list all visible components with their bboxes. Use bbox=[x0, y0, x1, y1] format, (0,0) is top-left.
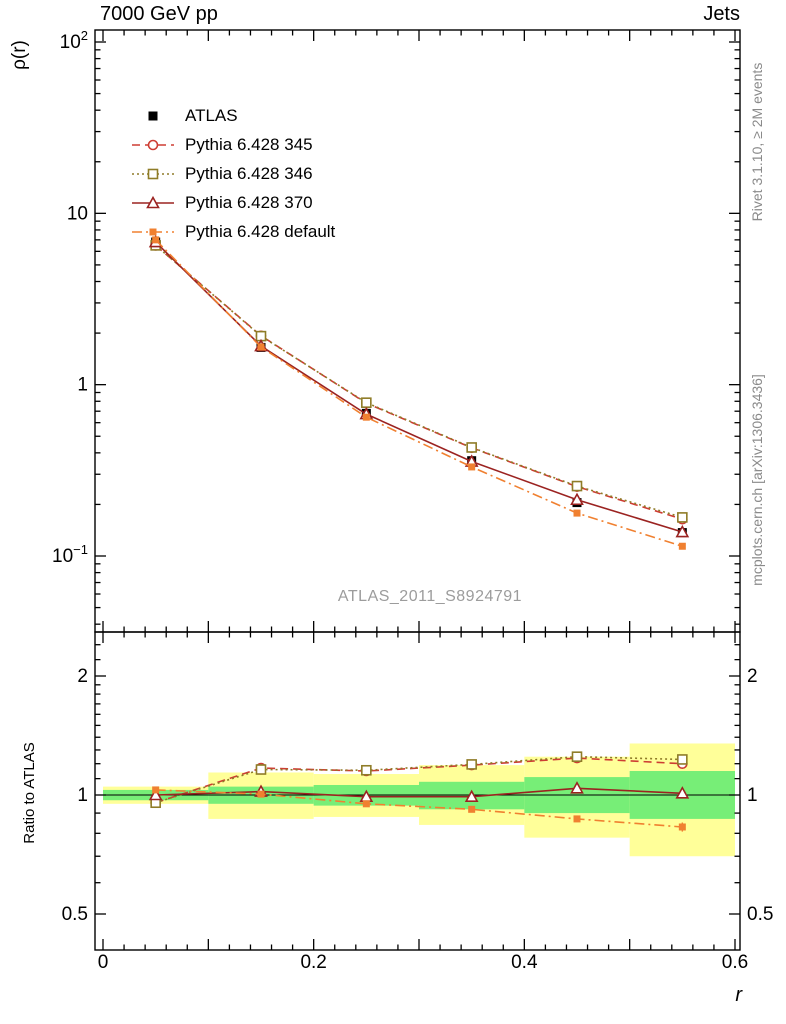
axis-ticks bbox=[95, 30, 740, 950]
svg-text:0.2: 0.2 bbox=[300, 952, 326, 973]
svg-text:0: 0 bbox=[98, 952, 109, 973]
analysis-id-watermark: ATLAS_2011_S8924791 bbox=[337, 588, 523, 605]
legend-item: Pythia 6.428 370 bbox=[130, 188, 335, 217]
legend-item-label: Pythia 6.428 346 bbox=[185, 163, 313, 183]
observable-group-title: Jets bbox=[703, 3, 740, 25]
legend-item-label: Pythia 6.428 345 bbox=[185, 134, 313, 154]
legend-item-label: Pythia 6.428 default bbox=[185, 221, 336, 241]
x-axis-label: r bbox=[735, 984, 742, 1006]
svg-text:0.4: 0.4 bbox=[511, 952, 538, 973]
legend-item-label: Pythia 6.428 370 bbox=[185, 192, 313, 212]
svg-text:2: 2 bbox=[77, 666, 88, 687]
legend-item: ATLAS bbox=[130, 101, 335, 130]
main-panel-series bbox=[148, 234, 690, 550]
svg-text:1: 1 bbox=[77, 375, 88, 396]
svg-text:0.6: 0.6 bbox=[722, 952, 748, 973]
tick-labels: 102 10 1 10−1 2 2 1 1 0.5 0.5 0 0.2 0.4 0.6 bbox=[52, 28, 773, 973]
svg-text:10−1: 10−1 bbox=[52, 542, 88, 567]
svg-text:1: 1 bbox=[747, 785, 758, 806]
plot-frames bbox=[94, 29, 741, 951]
legend-marker-icon bbox=[132, 168, 174, 179]
legend-item: Pythia 6.428 345 bbox=[130, 130, 335, 159]
legend-item: Pythia 6.428 default bbox=[130, 217, 335, 246]
legend-item-label: ATLAS bbox=[185, 105, 238, 125]
svg-text:0.5: 0.5 bbox=[747, 904, 773, 925]
svg-text:2: 2 bbox=[747, 666, 758, 687]
svg-text:10: 10 bbox=[67, 203, 88, 224]
mcplots-credit-label: mcplots.cern.ch [arXiv:1306.3436] bbox=[749, 374, 765, 586]
ratio-panel-series bbox=[148, 751, 690, 832]
svg-text:102: 102 bbox=[60, 28, 88, 53]
legend-marker-icon bbox=[132, 228, 174, 235]
rivet-version-label: Rivet 3.1.10, ≥ 2M events bbox=[749, 62, 765, 222]
legend-marker-icon bbox=[132, 139, 174, 150]
main-y-axis-label: ρ(r) bbox=[9, 40, 30, 70]
beam-energy-title: 7000 GeV pp bbox=[100, 3, 218, 25]
legend-marker-icon bbox=[148, 111, 158, 120]
legend-item: Pythia 6.428 346 bbox=[130, 159, 335, 188]
ratio-y-axis-label: Ratio to ATLAS bbox=[21, 742, 38, 844]
svg-text:0.5: 0.5 bbox=[62, 904, 88, 925]
svg-text:1: 1 bbox=[77, 785, 88, 806]
legend: ATLAS Pythia 6.428 345 Pythia 6.428 346 Pyt… bbox=[130, 101, 335, 246]
uncertainty-bands bbox=[95, 743, 740, 857]
legend-marker-icon bbox=[132, 195, 174, 208]
